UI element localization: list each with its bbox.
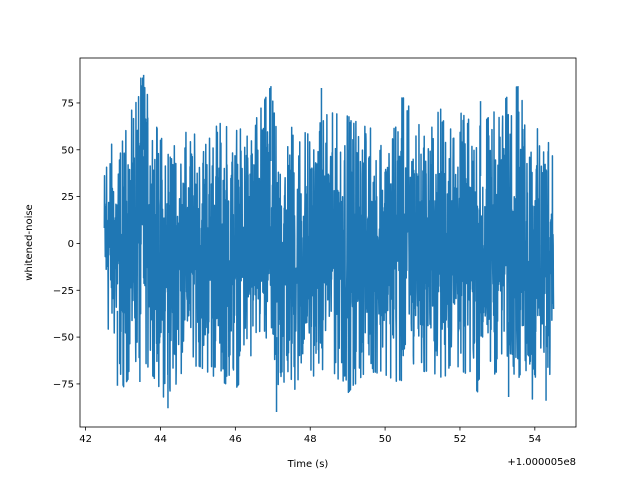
y-tick-label: −75 (53, 379, 74, 390)
x-axis-label: Time (s) (287, 459, 329, 470)
x-tick-label: 50 (379, 434, 392, 445)
y-tick-label: 25 (61, 192, 74, 203)
y-axis-label: whitened-noise (24, 204, 35, 280)
x-axis: 42 44 46 48 50 52 54 (79, 427, 541, 445)
y-tick-label: −25 (53, 286, 74, 297)
x-tick-label: 52 (454, 434, 467, 445)
y-tick-label: 75 (61, 98, 74, 109)
x-tick-label: 44 (154, 434, 167, 445)
y-tick-label: −50 (53, 333, 74, 344)
x-offset-label: +1.000005e8 (507, 457, 576, 468)
x-tick-label: 54 (528, 434, 541, 445)
x-tick-label: 48 (304, 434, 317, 445)
x-tick-label: 46 (229, 434, 242, 445)
y-tick-label: 50 (61, 145, 74, 156)
series-line (103, 74, 555, 413)
y-tick-label: 0 (68, 239, 74, 250)
axes-frame (79, 57, 577, 428)
y-axis: −75 −50 −25 0 25 50 75 (53, 98, 80, 390)
plot-area (103, 74, 555, 413)
x-tick-label: 42 (79, 434, 92, 445)
